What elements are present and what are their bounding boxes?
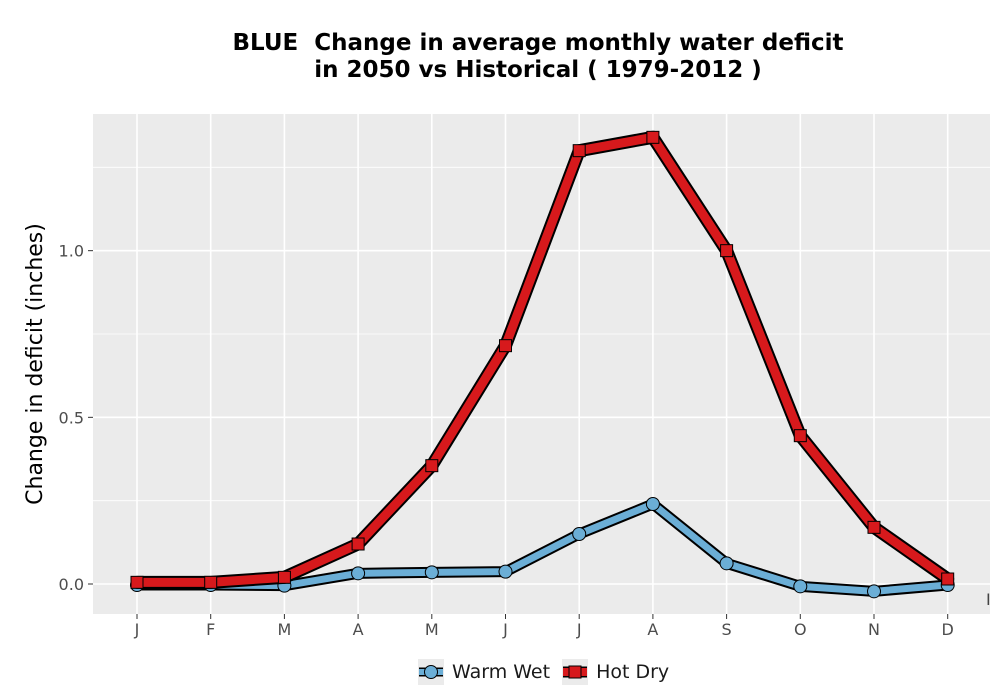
- x-tick-label: J: [134, 620, 140, 639]
- chart-title: BLUE Change in average monthly water def…: [0, 30, 1000, 84]
- clipped-axis-glyph: I: [986, 590, 991, 609]
- legend-label-hot-dry: Hot Dry: [596, 661, 670, 683]
- data-point-hot-dry: [867, 520, 881, 534]
- x-tick-label: M: [277, 620, 291, 639]
- data-point-hot-dry: [572, 144, 586, 158]
- legend-item-warm-wet: Warm Wet: [418, 659, 550, 685]
- data-point-warm-wet: [424, 565, 439, 580]
- series-line-hot-dry: [132, 132, 953, 587]
- chart-title-line-1: BLUE Change in average monthly water def…: [232, 30, 844, 56]
- minor-gridlines: [93, 166, 990, 502]
- data-point-warm-wet: [572, 527, 587, 541]
- y-tick-label: 0.0: [59, 575, 84, 594]
- x-tick-label: A: [647, 620, 658, 639]
- data-point-warm-wet: [867, 584, 881, 599]
- data-point-hot-dry: [646, 130, 660, 144]
- chart-title-line-2: in 2050 vs Historical ( 1979-2012 ): [314, 57, 762, 83]
- y-tick-label: 1.0: [59, 242, 84, 261]
- series-line-warm-wet: [133, 500, 952, 595]
- data-point-hot-dry: [351, 537, 365, 551]
- y-axis-label: Change in deficit (inches): [23, 223, 48, 505]
- data-point-hot-dry: [499, 339, 512, 353]
- x-tick-label: J: [502, 620, 508, 639]
- plot-panel: [93, 114, 990, 614]
- series-layer: [130, 130, 955, 599]
- data-point-hot-dry: [130, 575, 144, 589]
- x-tick-label: A: [353, 620, 364, 639]
- y-tick-label: 0.5: [59, 408, 84, 427]
- data-point-hot-dry: [941, 572, 955, 586]
- x-tick-label: D: [942, 620, 954, 639]
- legend-key-warm-wet: [418, 659, 444, 685]
- data-point-warm-wet: [498, 564, 513, 579]
- data-point-hot-dry: [425, 459, 439, 473]
- x-tick-label: O: [794, 620, 807, 639]
- data-point-hot-dry: [204, 575, 218, 589]
- data-point-hot-dry: [720, 244, 734, 258]
- data-point-warm-wet: [793, 579, 808, 594]
- x-tick-label: F: [206, 620, 215, 639]
- data-point-warm-wet: [645, 497, 660, 511]
- data-point-warm-wet: [351, 566, 366, 581]
- legend-item-hot-dry: Hot Dry: [562, 659, 669, 685]
- legend-label-warm-wet: Warm Wet: [452, 661, 551, 683]
- x-tick-label: J: [576, 620, 582, 639]
- x-tick-label: N: [868, 620, 880, 639]
- legend: Warm Wet Hot Dry: [418, 658, 681, 686]
- legend-key-hot-dry: [562, 659, 589, 685]
- data-point-hot-dry: [793, 429, 807, 443]
- data-point-hot-dry: [277, 570, 291, 584]
- x-tick-label: M: [425, 620, 439, 639]
- x-tick-label: S: [722, 620, 732, 639]
- data-point-warm-wet: [719, 556, 734, 571]
- y-axis: 0.0 0.5 1.0: [59, 242, 93, 594]
